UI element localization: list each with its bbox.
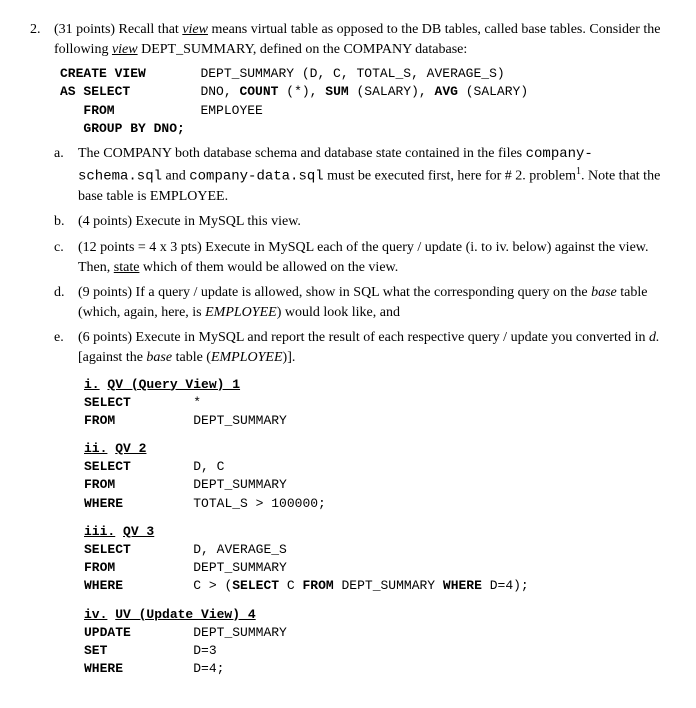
uv4-code: UPDATE DEPT_SUMMARY SET D=3 WHERE D=4; [84, 624, 666, 679]
qv2-title: ii. QV 2 [84, 440, 666, 458]
qv2-code: SELECT D, C FROM DEPT_SUMMARY WHERE TOTA… [84, 458, 666, 513]
question-number: 2. [30, 20, 54, 59]
qv3-title: iii. QV 3 [84, 523, 666, 541]
part-a: a. The COMPANY both database schema and … [54, 144, 666, 206]
question-text: (31 points) Recall that view means virtu… [54, 20, 666, 59]
part-c: c. (12 points = 4 x 3 pts) Execute in My… [54, 238, 666, 277]
part-e: e. (6 points) Execute in MySQL and repor… [54, 328, 666, 367]
qv1-code: SELECT * FROM DEPT_SUMMARY [84, 394, 666, 430]
qv1-title: i. QV (Query View) 1 [84, 376, 666, 394]
qv3-code: SELECT D, AVERAGE_S FROM DEPT_SUMMARY WH… [84, 541, 666, 596]
part-b: b. (4 points) Execute in MySQL this view… [54, 212, 666, 232]
part-d: d. (9 points) If a query / update is all… [54, 283, 666, 322]
uv4-title: iv. UV (Update View) 4 [84, 606, 666, 624]
sub-parts: a. The COMPANY both database schema and … [54, 144, 666, 368]
question-header: 2. (31 points) Recall that view means vi… [30, 20, 666, 59]
create-view-sql: CREATE VIEW DEPT_SUMMARY (D, C, TOTAL_S,… [60, 65, 666, 138]
query-list: i. QV (Query View) 1 SELECT * FROM DEPT_… [84, 376, 666, 679]
